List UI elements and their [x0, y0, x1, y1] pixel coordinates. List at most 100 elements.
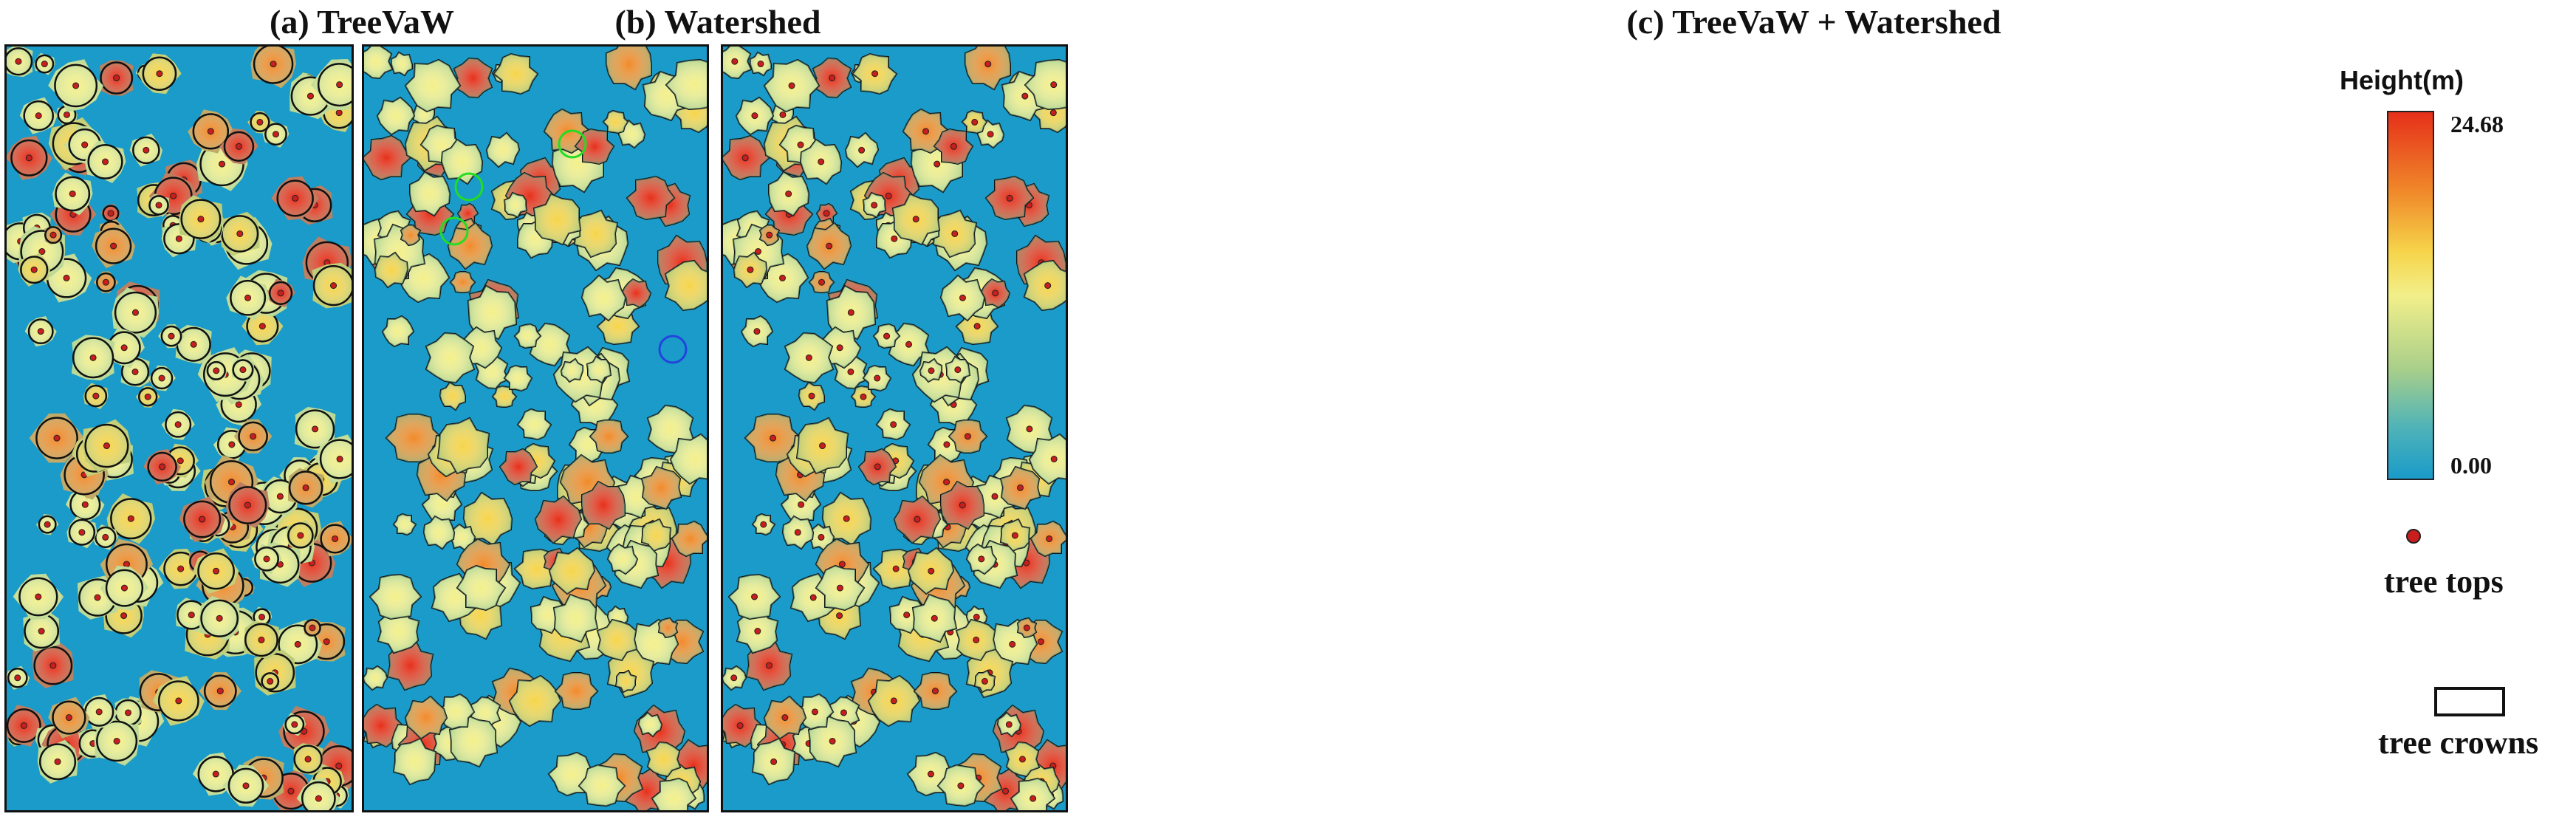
tree-top-marker	[892, 565, 900, 572]
tree-top-marker	[177, 457, 184, 465]
tree-top-marker	[177, 565, 185, 572]
crown-shading	[665, 261, 707, 310]
tree-top-marker	[207, 128, 214, 135]
crown-shading	[394, 514, 416, 535]
highlight-circle	[454, 172, 484, 202]
legend-height-title: Height(m)	[2340, 65, 2464, 95]
tree-top-marker	[741, 154, 749, 162]
crown-circle	[27, 318, 54, 345]
tree-top-marker	[823, 210, 830, 217]
tree-top-marker	[81, 501, 89, 508]
tree-top-marker	[1046, 535, 1053, 542]
tree-top-marker	[747, 266, 754, 273]
crown-circle	[228, 486, 267, 524]
tree-top-marker	[272, 131, 280, 138]
tree-top-marker	[95, 708, 103, 716]
legend-tree-tops-label: tree tops	[2384, 564, 2504, 600]
tree-top-marker	[1044, 282, 1052, 290]
crown-circle	[114, 291, 157, 334]
crown-circle	[35, 417, 78, 459]
tree-top-marker	[41, 61, 48, 68]
crown-shading	[579, 765, 625, 806]
height-colorbar	[2387, 111, 2434, 480]
crown-shading	[639, 713, 662, 736]
tree-top-marker	[731, 58, 739, 65]
tree-top-marker	[797, 141, 804, 148]
tree-top-marker	[927, 770, 934, 778]
crown-shading	[672, 521, 707, 556]
crown-circle	[244, 623, 278, 657]
tree-top-marker	[35, 112, 42, 120]
tree-top-marker	[236, 230, 244, 237]
tree-top-marker	[336, 81, 343, 89]
crown-shading	[454, 58, 492, 97]
tree-top-marker	[250, 433, 257, 440]
tree-top-marker	[306, 92, 314, 100]
tree-top-marker	[323, 638, 330, 646]
tree-top-marker	[65, 714, 72, 722]
tree-top-marker	[110, 242, 117, 250]
tree-top-marker	[335, 109, 343, 117]
tree-top-marker	[120, 344, 128, 352]
tree-top-marker	[883, 332, 891, 340]
tree-top-marker	[954, 366, 962, 374]
tree-top-marker	[37, 328, 44, 335]
tree-top-marker	[912, 216, 919, 223]
tree-top-marker	[1016, 484, 1024, 491]
crown-circle	[183, 500, 222, 538]
tree-top-marker	[751, 593, 758, 600]
crown-circle	[18, 577, 58, 617]
tree-top-marker	[174, 421, 182, 428]
tree-top-marker	[871, 70, 879, 78]
crown-circle	[203, 674, 237, 708]
tree-top-marker	[730, 674, 738, 682]
crown-circle	[35, 54, 55, 74]
tree-top-marker	[315, 795, 322, 802]
tree-top-marker	[934, 160, 941, 168]
tree-top-marker	[81, 141, 89, 148]
tree-top-marker	[931, 615, 938, 622]
crown-shading	[386, 414, 442, 462]
crown-circle	[192, 113, 230, 150]
crown-shading	[642, 467, 681, 509]
crown-shading	[458, 204, 478, 223]
crown-circle	[319, 439, 352, 479]
tree-top-marker	[1026, 425, 1033, 433]
highlight-circle	[658, 335, 688, 364]
crown-shading	[627, 177, 674, 219]
crown-circle	[95, 227, 132, 264]
tree-top-marker	[779, 111, 787, 118]
crown-circle	[288, 470, 323, 505]
tree-top-marker	[103, 442, 110, 450]
crown-shading	[622, 279, 651, 307]
tree-top-marker	[199, 516, 206, 523]
tree-top-marker	[858, 146, 866, 154]
crown-circle	[223, 131, 255, 162]
tree-top-marker	[63, 111, 71, 118]
tree-top-marker	[131, 309, 139, 316]
crown-shading	[504, 193, 527, 217]
crown-circle	[55, 176, 91, 212]
tree-top-marker	[836, 344, 843, 352]
crown-circle	[148, 195, 169, 216]
tree-top-marker	[781, 714, 789, 722]
panel-b-title: (b) Watershed	[614, 3, 821, 41]
tree-top-marker	[312, 425, 319, 433]
crown-circle	[105, 569, 144, 607]
crown-circle	[160, 325, 182, 347]
crown-shading	[451, 272, 475, 292]
crown-circle	[87, 144, 123, 179]
tree-top-marker	[959, 501, 966, 509]
tree-top-marker	[808, 392, 815, 400]
tree-top-marker	[335, 762, 343, 770]
tree-top-marker	[235, 143, 242, 150]
crown-circle	[23, 100, 55, 131]
tree-top-marker	[212, 770, 219, 778]
tree-top-marker	[309, 624, 316, 631]
tree-top-marker	[107, 210, 114, 217]
tree-top-marker	[256, 118, 264, 126]
crown-circle	[38, 515, 57, 534]
tree-top-marker	[213, 367, 220, 374]
tree-top-marker	[20, 722, 27, 729]
tree-top-marker	[258, 636, 265, 643]
